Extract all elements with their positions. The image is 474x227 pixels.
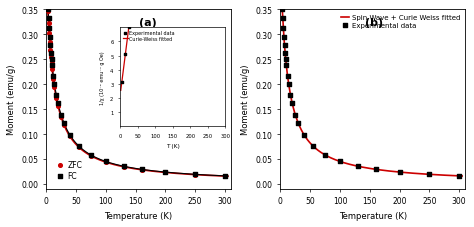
- ZFC: [221, 175, 229, 178]
- FC: [48, 58, 55, 62]
- X-axis label: Temperature (K): Temperature (K): [339, 211, 407, 220]
- Experimental data: [283, 64, 290, 68]
- FC: [57, 113, 65, 117]
- Experimental data: [289, 102, 296, 106]
- ZFC: [45, 22, 52, 25]
- ZFC: [53, 96, 60, 100]
- ZFC: [191, 173, 199, 177]
- FC: [53, 94, 60, 97]
- FC: [102, 160, 109, 163]
- Experimental data: [426, 173, 433, 176]
- ZFC: [48, 62, 55, 66]
- Legend: ZFC, FC: ZFC, FC: [54, 159, 84, 182]
- FC: [66, 134, 74, 137]
- ZFC: [49, 78, 57, 81]
- ZFC: [102, 160, 109, 164]
- Experimental data: [354, 165, 362, 168]
- Experimental data: [285, 83, 292, 87]
- Text: (a): (a): [138, 17, 156, 27]
- ZFC: [54, 105, 62, 108]
- FC: [120, 165, 128, 168]
- Experimental data: [456, 174, 463, 178]
- ZFC: [46, 41, 54, 44]
- X-axis label: Temperature (K): Temperature (K): [104, 211, 173, 220]
- Experimental data: [282, 58, 290, 62]
- FC: [54, 102, 62, 106]
- Spin Wave + Curie Weiss fitted: [376, 169, 382, 171]
- FC: [46, 27, 53, 31]
- FC: [191, 173, 199, 176]
- ZFC: [75, 146, 82, 149]
- FC: [162, 170, 169, 174]
- Experimental data: [321, 153, 329, 157]
- FC: [51, 83, 58, 87]
- ZFC: [48, 68, 56, 71]
- Experimental data: [284, 74, 292, 78]
- Experimental data: [396, 170, 403, 174]
- FC: [75, 145, 82, 148]
- Spin Wave + Curie Weiss fitted: [279, 9, 284, 12]
- Legend: Spin Wave + Curie Weiss fitted, Experimental data: Spin Wave + Curie Weiss fitted, Experime…: [339, 14, 462, 30]
- Spin Wave + Curie Weiss fitted: [386, 170, 392, 173]
- Spin Wave + Curie Weiss fitted: [459, 175, 465, 178]
- ZFC: [47, 56, 55, 59]
- FC: [49, 74, 57, 78]
- Experimental data: [280, 27, 287, 31]
- Experimental data: [336, 160, 344, 163]
- Spin Wave + Curie Weiss fitted: [455, 175, 461, 177]
- Line: Spin Wave + Curie Weiss fitted: Spin Wave + Curie Weiss fitted: [282, 10, 462, 176]
- ZFC: [60, 123, 68, 127]
- ZFC: [120, 165, 128, 169]
- Experimental data: [310, 145, 317, 148]
- ZFC: [162, 171, 169, 175]
- ZFC: [138, 168, 146, 172]
- Spin Wave + Curie Weiss fitted: [365, 167, 371, 170]
- FC: [48, 64, 56, 68]
- Experimental data: [282, 52, 289, 55]
- Y-axis label: Moment (emu/g): Moment (emu/g): [241, 65, 250, 135]
- FC: [60, 122, 68, 125]
- Experimental data: [294, 122, 302, 125]
- FC: [138, 168, 146, 171]
- FC: [221, 174, 229, 178]
- FC: [45, 17, 52, 20]
- Experimental data: [301, 134, 308, 137]
- Spin Wave + Curie Weiss fitted: [365, 167, 370, 170]
- ZFC: [57, 115, 65, 119]
- Experimental data: [292, 113, 299, 117]
- Y-axis label: Moment (emu/g): Moment (emu/g): [7, 65, 16, 135]
- Experimental data: [287, 94, 294, 97]
- FC: [47, 52, 55, 55]
- ZFC: [66, 135, 74, 139]
- FC: [87, 153, 95, 157]
- Experimental data: [279, 17, 287, 20]
- ZFC: [51, 86, 58, 90]
- Experimental data: [278, 9, 286, 12]
- ZFC: [46, 49, 54, 52]
- Experimental data: [280, 36, 288, 40]
- FC: [46, 44, 54, 48]
- FC: [44, 9, 52, 12]
- Spin Wave + Curie Weiss fitted: [427, 173, 432, 176]
- ZFC: [87, 154, 95, 158]
- Experimental data: [281, 44, 288, 48]
- FC: [46, 36, 54, 40]
- ZFC: [46, 32, 53, 35]
- Text: (b): (b): [365, 17, 383, 27]
- ZFC: [44, 10, 52, 14]
- Experimental data: [372, 168, 380, 171]
